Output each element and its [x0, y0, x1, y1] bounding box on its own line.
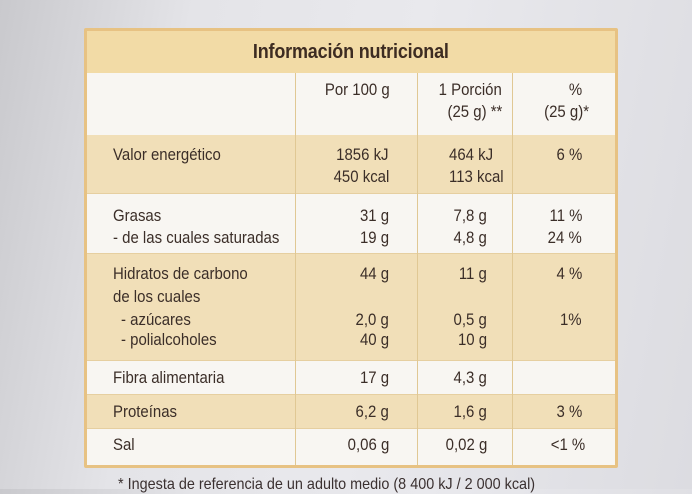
sugars-per100: 2,0 g — [355, 310, 389, 329]
fat-label: Grasas — [113, 206, 162, 225]
header-portion-line2: (25 g) ** — [447, 102, 502, 121]
protein-pct: 3 % — [556, 402, 582, 421]
salt-label: Sal — [113, 435, 135, 454]
salt-per100: 0,06 g — [347, 435, 389, 454]
polyols-per100: 40 g — [359, 330, 389, 349]
header-per100: Por 100 g — [325, 80, 390, 99]
row-separator — [87, 360, 615, 361]
fat-portion: 7,8 g — [453, 206, 487, 225]
table-title: Información nutricional — [253, 40, 449, 63]
carbs-label: Hidratos de carbono — [113, 264, 248, 283]
header-pct-line1: % — [568, 80, 582, 99]
protein-per100: 6,2 g — [355, 402, 389, 421]
footnote: * Ingesta de referencia de un adulto med… — [118, 476, 536, 493]
energy-portion-kcal: 113 kcal — [449, 167, 504, 186]
nutrition-table: Información nutricional Por 100 g 1 Porc… — [84, 28, 618, 468]
saturated-portion: 4,8 g — [453, 228, 487, 247]
energy-row-band — [87, 135, 615, 193]
carbs-pct: 4 % — [556, 264, 582, 283]
row-separator — [87, 193, 615, 194]
sugars-portion: 0,5 g — [453, 310, 487, 329]
carbs-row-band — [87, 253, 615, 360]
energy-portion-kj: 464 kJ — [449, 145, 494, 164]
column-divider — [417, 73, 418, 465]
fibre-per100: 17 g — [359, 368, 389, 387]
sugars-pct: 1% — [560, 310, 582, 329]
energy-label: Valor energético — [113, 145, 221, 164]
polyols-portion: 10 g — [457, 330, 487, 349]
polyols-label: - polialcoholes — [121, 330, 217, 349]
saturated-pct: 24 % — [547, 228, 582, 247]
carbs-per100: 44 g — [359, 264, 389, 283]
energy-per100-kcal: 450 kcal — [333, 167, 389, 186]
saturated-label: - de las cuales saturadas — [113, 228, 280, 247]
salt-pct: <1 % — [550, 435, 585, 454]
carbs-portion: 11 g — [458, 264, 487, 283]
row-separator — [87, 428, 615, 429]
saturated-per100: 19 g — [359, 228, 389, 247]
protein-label: Proteínas — [113, 402, 178, 421]
title-bar: Información nutricional — [87, 31, 615, 73]
salt-portion: 0,02 g — [445, 435, 487, 454]
energy-pct: 6 % — [556, 145, 582, 164]
protein-portion: 1,6 g — [453, 402, 487, 421]
header-portion-line1: 1 Porción — [438, 80, 502, 99]
row-separator — [87, 394, 615, 395]
column-divider — [512, 73, 513, 465]
fibre-portion: 4,3 g — [453, 368, 487, 387]
of-which-label: de los cuales — [113, 287, 201, 306]
row-separator — [87, 253, 615, 254]
fat-per100: 31 g — [359, 206, 389, 225]
fat-pct: 11 % — [549, 206, 582, 225]
header-pct-line2: (25 g)* — [544, 102, 589, 121]
protein-row-band — [87, 394, 615, 428]
column-divider — [295, 73, 296, 465]
sugars-label: - azúcares — [121, 310, 191, 329]
fibre-label: Fibra alimentaria — [113, 368, 225, 387]
energy-per100-kj: 1856 kJ — [336, 145, 389, 164]
